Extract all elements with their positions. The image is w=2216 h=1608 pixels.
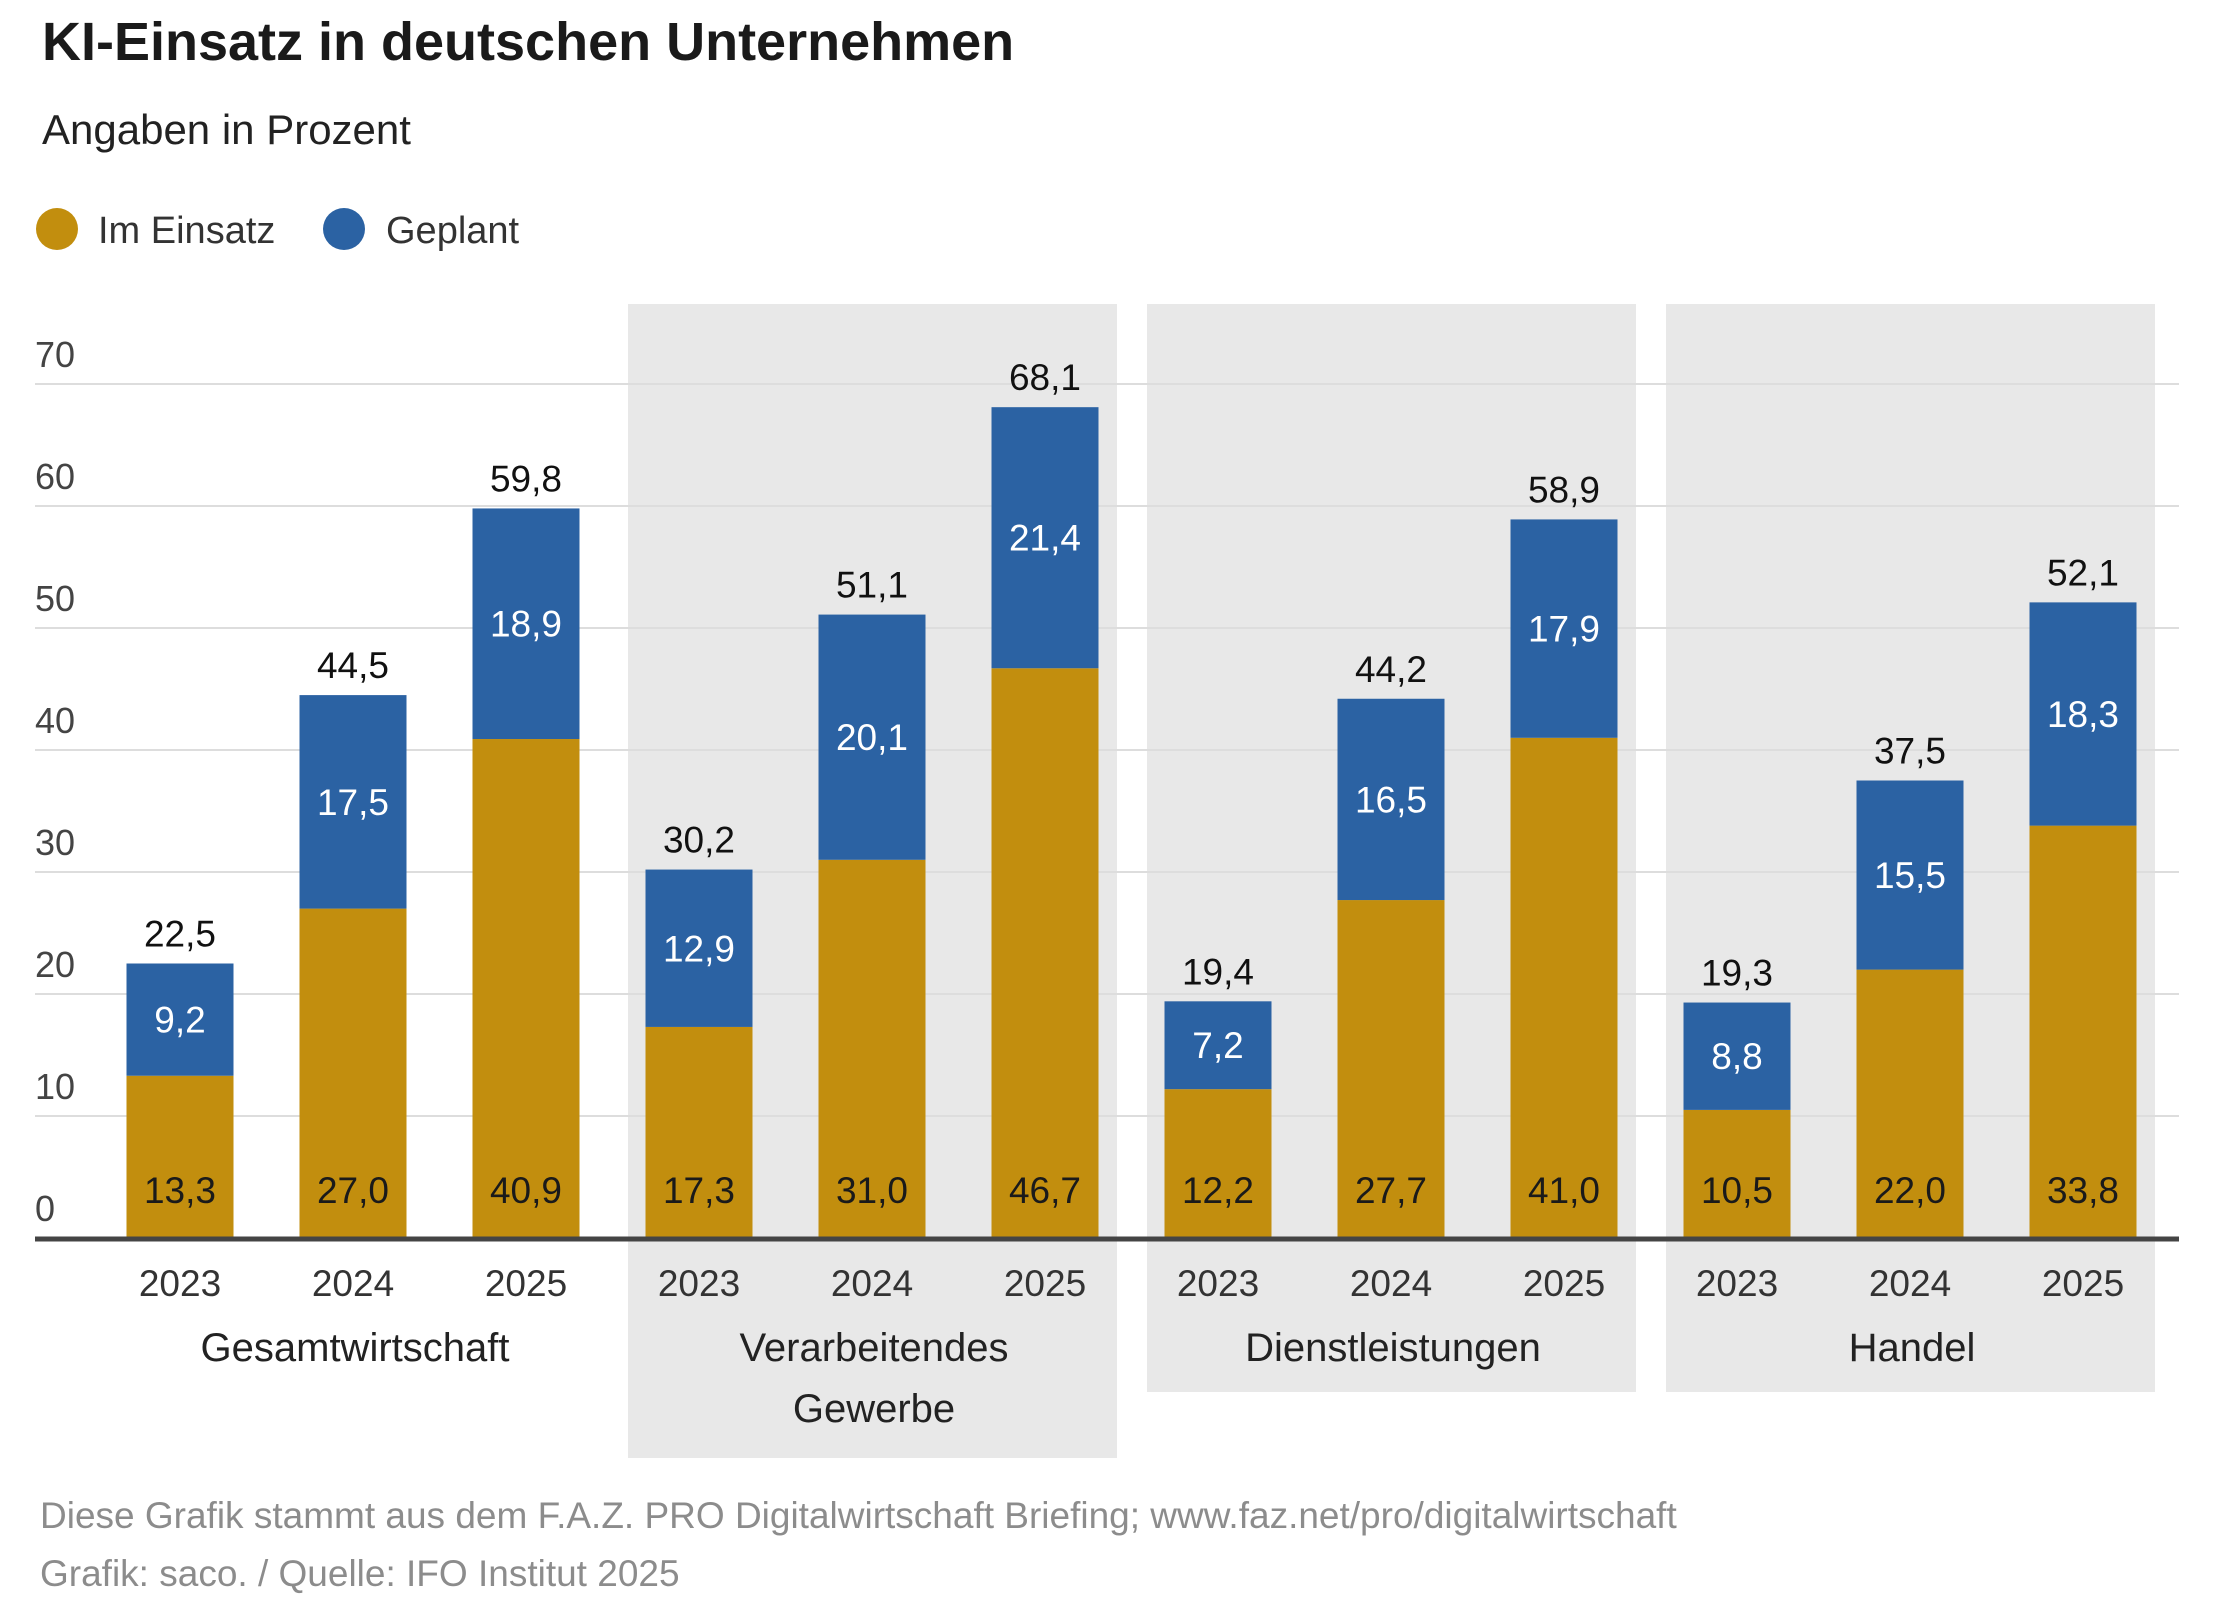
bar-geplant	[991, 407, 1099, 669]
bar-im-einsatz	[1510, 737, 1618, 1238]
label-total: 44,5	[317, 645, 389, 686]
group-label: Dienstleistungen	[1245, 1326, 1541, 1370]
x-tick-year: 2025	[485, 1263, 567, 1304]
label-im-einsatz: 22,0	[1874, 1170, 1946, 1211]
y-tick-label: 10	[35, 1066, 75, 1107]
group-label: Handel	[1849, 1326, 1976, 1370]
label-geplant: 15,5	[1874, 855, 1946, 896]
label-im-einsatz: 46,7	[1009, 1170, 1081, 1211]
label-total: 19,3	[1701, 953, 1773, 994]
y-tick-label: 30	[35, 822, 75, 863]
bar-im-einsatz	[645, 1026, 753, 1238]
label-im-einsatz: 27,0	[317, 1170, 389, 1211]
label-im-einsatz: 13,3	[144, 1170, 216, 1211]
x-tick-year: 2024	[312, 1263, 394, 1304]
x-tick-year: 2024	[1869, 1263, 1951, 1304]
label-geplant: 18,3	[2047, 694, 2119, 735]
bar-geplant	[1683, 1002, 1791, 1110]
bar-geplant	[2029, 602, 2137, 826]
label-geplant: 7,2	[1192, 1025, 1243, 1066]
label-geplant: 20,1	[836, 717, 908, 758]
label-im-einsatz: 33,8	[2047, 1170, 2119, 1211]
label-total: 22,5	[144, 914, 216, 955]
label-geplant: 17,5	[317, 782, 389, 823]
y-tick-label: 60	[35, 456, 75, 497]
label-total: 52,1	[2047, 552, 2119, 593]
y-tick-label: 70	[35, 334, 75, 375]
x-tick-year: 2025	[1004, 1263, 1086, 1304]
bar-im-einsatz	[472, 739, 580, 1238]
label-total: 59,8	[490, 458, 562, 499]
x-tick-year: 2023	[1177, 1263, 1259, 1304]
label-im-einsatz: 41,0	[1528, 1170, 1600, 1211]
label-im-einsatz: 12,2	[1182, 1170, 1254, 1211]
bar-im-einsatz	[1337, 900, 1445, 1238]
footer-note: Diese Grafik stammt aus dem F.A.Z. PRO D…	[40, 1495, 1677, 1536]
legend-label-im-einsatz: Im Einsatz	[98, 210, 275, 252]
bar-im-einsatz	[2029, 825, 2137, 1238]
y-tick-label: 20	[35, 944, 75, 985]
bar-im-einsatz	[1683, 1109, 1791, 1238]
bar-im-einsatz	[818, 859, 926, 1238]
group-label: Gewerbe	[793, 1387, 955, 1431]
label-geplant: 18,9	[490, 604, 562, 645]
bar-geplant	[1510, 519, 1618, 738]
bar-geplant	[1856, 780, 1964, 970]
group-label: Gesamtwirtschaft	[201, 1326, 510, 1370]
x-tick-year: 2024	[831, 1263, 913, 1304]
y-tick-label: 0	[35, 1188, 55, 1229]
x-tick-year: 2023	[1696, 1263, 1778, 1304]
bar-geplant	[126, 963, 234, 1076]
x-tick-year: 2025	[1523, 1263, 1605, 1304]
label-geplant: 21,4	[1009, 518, 1081, 559]
bar-geplant	[472, 508, 580, 740]
label-im-einsatz: 10,5	[1701, 1170, 1773, 1211]
chart-subtitle: Angaben in Prozent	[42, 106, 411, 153]
bar-im-einsatz	[1164, 1089, 1272, 1238]
legend-dot-geplant	[323, 208, 365, 250]
label-total: 51,1	[836, 565, 908, 606]
group-label: Verarbeitendes	[739, 1326, 1008, 1370]
y-tick-label: 50	[35, 578, 75, 619]
bar-geplant	[1337, 698, 1445, 901]
bar-geplant	[645, 869, 753, 1027]
label-total: 30,2	[663, 820, 735, 861]
bar-geplant	[299, 695, 407, 909]
label-im-einsatz: 27,7	[1355, 1170, 1427, 1211]
chart-title: KI-Einsatz in deutschen Unternehmen	[42, 12, 1014, 72]
legend-label-geplant: Geplant	[386, 210, 520, 252]
label-total: 19,4	[1182, 951, 1254, 992]
label-im-einsatz: 17,3	[663, 1170, 735, 1211]
label-geplant: 16,5	[1355, 779, 1427, 820]
x-tick-year: 2023	[658, 1263, 740, 1304]
bar-im-einsatz	[1856, 969, 1964, 1238]
bars	[126, 407, 2137, 1238]
bar-im-einsatz	[299, 908, 407, 1238]
x-tick-year: 2025	[2042, 1263, 2124, 1304]
footer-source: Grafik: saco. / Quelle: IFO Institut 202…	[40, 1553, 680, 1594]
labels: 13,3 9,2 22,5 2023 27,0 17,5 44,5 2024 40,9 18,9 5…	[35, 357, 2179, 1431]
legend-dot-im-einsatz	[36, 208, 78, 250]
label-im-einsatz: 40,9	[490, 1170, 562, 1211]
y-tick-label: 40	[35, 700, 75, 741]
label-total: 68,1	[1009, 357, 1081, 398]
bar-im-einsatz	[991, 668, 1099, 1238]
label-im-einsatz: 31,0	[836, 1170, 908, 1211]
label-geplant: 9,2	[154, 1000, 205, 1041]
label-geplant: 17,9	[1528, 609, 1600, 650]
x-tick-year: 2024	[1350, 1263, 1432, 1304]
legend: Im Einsatz Geplant	[36, 208, 520, 252]
x-tick-year: 2023	[139, 1263, 221, 1304]
label-geplant: 8,8	[1711, 1036, 1762, 1077]
bar-geplant	[1164, 1001, 1272, 1090]
bar-geplant	[818, 614, 926, 860]
label-geplant: 12,9	[663, 928, 735, 969]
label-total: 37,5	[1874, 731, 1946, 772]
label-total: 44,2	[1355, 649, 1427, 690]
bar-im-einsatz	[126, 1075, 234, 1238]
label-total: 58,9	[1528, 469, 1600, 510]
